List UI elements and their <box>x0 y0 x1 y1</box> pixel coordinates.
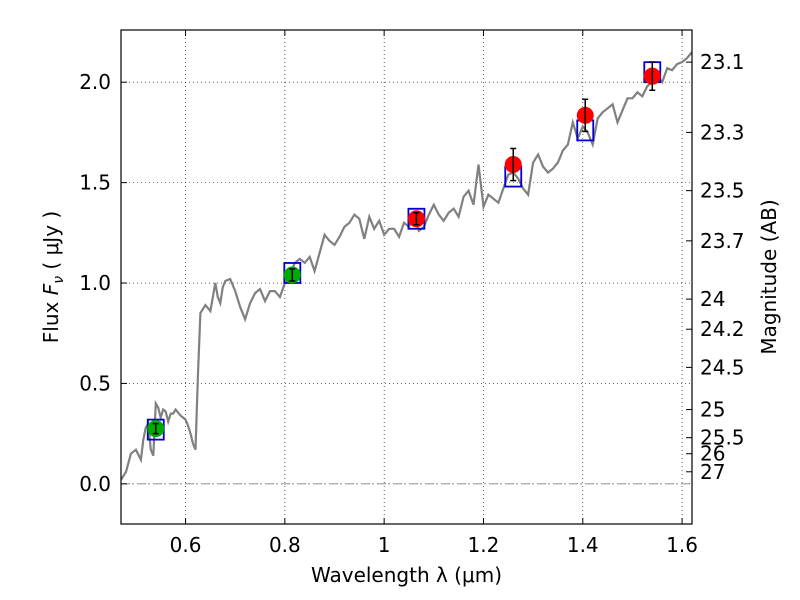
magnitude-tick-label: 23.1 <box>700 50 745 74</box>
x-tick-label: 1.4 <box>567 533 599 557</box>
magnitude-tick-label: 23.7 <box>700 229 745 253</box>
y-axis-label-symbol: F <box>39 283 63 295</box>
y-axis-label: Flux Fν ( μJy ) <box>39 211 67 343</box>
y-tick-label: 1.0 <box>79 271 111 295</box>
x-tick-label: 0.8 <box>269 533 301 557</box>
magnitude-tick-label: 24.2 <box>700 317 745 341</box>
magnitude-axis-label: Magnitude (AB) <box>757 199 781 354</box>
spectrum-line <box>121 51 692 481</box>
magnitude-tick-label: 25 <box>700 398 725 422</box>
magnitude-tick-label: 27 <box>700 460 725 484</box>
x-tick-label: 1 <box>378 533 391 557</box>
y-axis-label-prefix: Flux <box>39 295 63 343</box>
magnitude-tick-label: 24 <box>700 287 725 311</box>
y-axis-label-unit: ( μJy ) <box>39 211 63 276</box>
ticks-layer: 0.6 0.8 1 1.2 1.4 1.6 0.0 0.5 1.0 1.5 2.0 23.1 23.3 2… <box>79 30 745 557</box>
magnitude-tick-label: 24.5 <box>700 355 745 379</box>
plot-frame <box>120 29 693 525</box>
magnitude-tick-label: 23.3 <box>700 120 745 144</box>
y-tick-label: 0.0 <box>79 472 111 496</box>
magnitude-tick-label: 25.5 <box>700 426 745 450</box>
x-tick-label: 1.2 <box>468 533 500 557</box>
y-tick-label: 1.5 <box>79 171 111 195</box>
x-axis-label: Wavelength λ (μm) <box>311 563 502 587</box>
spectrum-layer <box>121 51 692 481</box>
x-tick-label: 1.6 <box>666 533 698 557</box>
x-tick-label: 0.6 <box>170 533 202 557</box>
y-tick-label: 2.0 <box>79 70 111 94</box>
y-axis-label-subscript: ν <box>51 276 67 284</box>
grid <box>121 30 692 524</box>
y-tick-label: 0.5 <box>79 371 111 395</box>
markers-layer <box>146 61 662 441</box>
magnitude-tick-label: 23.5 <box>700 179 745 203</box>
magnitude-tick-label: 26 <box>700 442 725 466</box>
